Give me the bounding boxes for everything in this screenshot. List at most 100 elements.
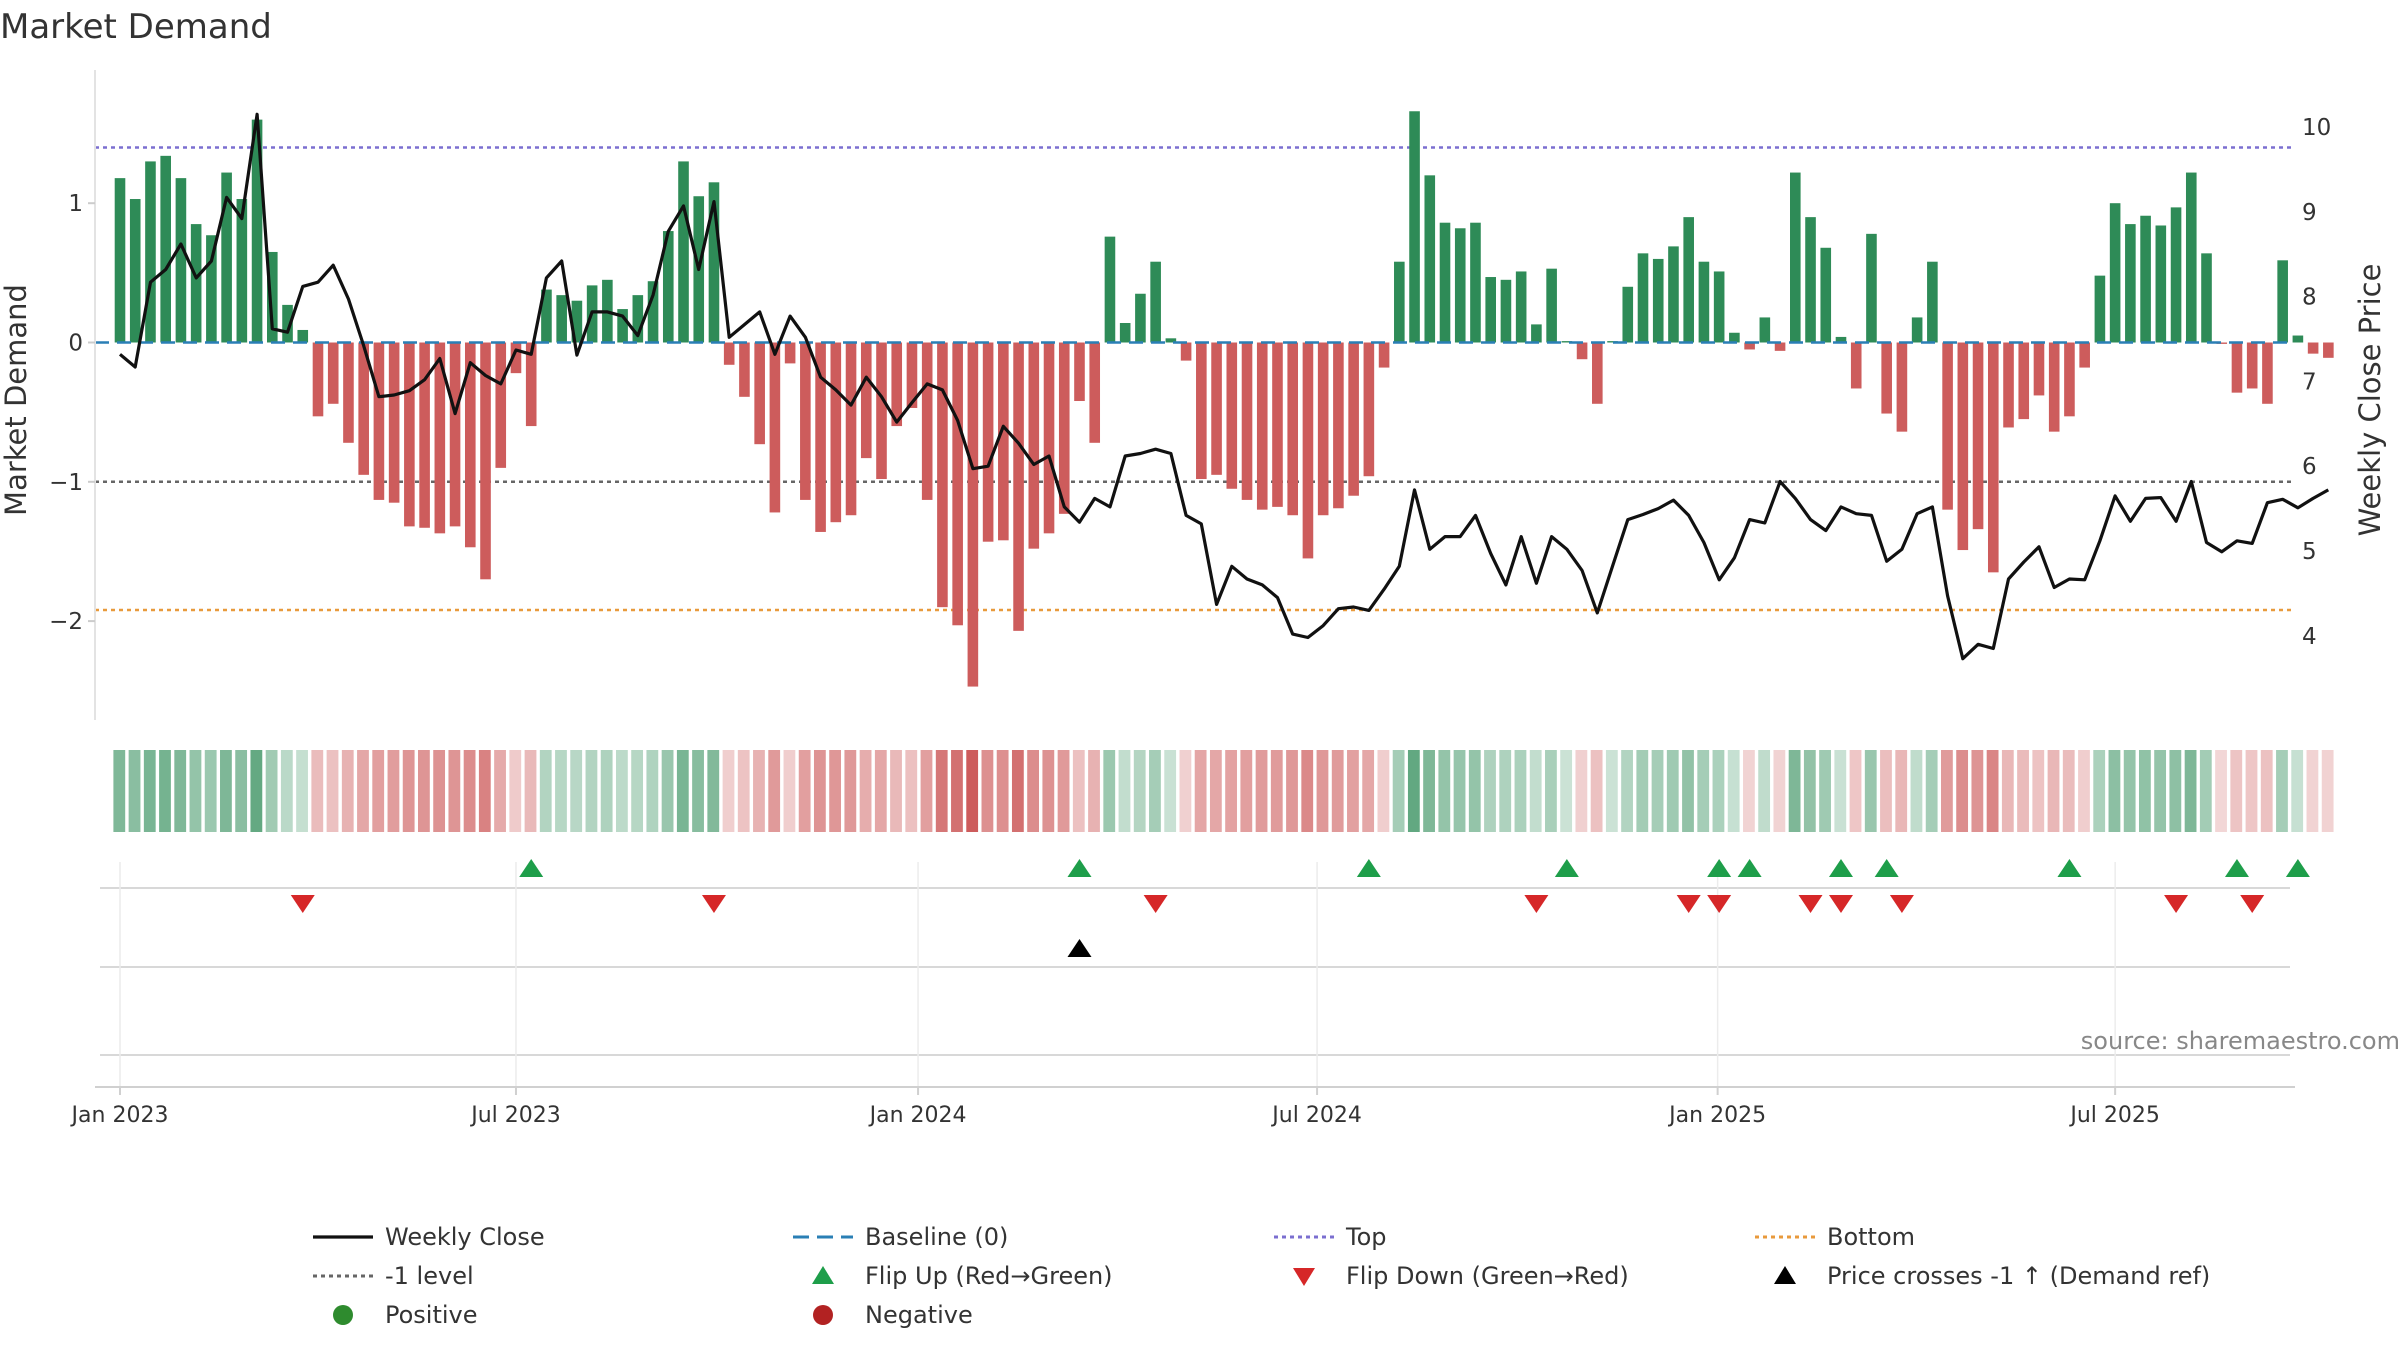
flip-down-marker	[1524, 895, 1549, 913]
heat-strip-cell	[2001, 750, 2014, 832]
demand-bar	[1850, 342, 1862, 389]
heat-strip-cell	[2108, 750, 2121, 832]
demand-bar	[1439, 222, 1451, 343]
heat-strip-cell	[829, 750, 842, 832]
heat-strip-cell	[235, 750, 248, 832]
heat-strip-cell	[2260, 750, 2273, 832]
heat-strip-cell	[1072, 750, 1085, 832]
x-tick-label: Jul 2023	[469, 1103, 561, 1128]
heat-strip-cell	[509, 750, 522, 832]
demand-bar	[1211, 342, 1222, 475]
heat-strip-cell	[128, 750, 141, 832]
flip-down-marker	[1889, 895, 1914, 913]
heat-strip-cell	[478, 750, 491, 832]
demand-heat-strip	[113, 750, 2334, 832]
legend-swatch	[1293, 1268, 1315, 1286]
demand-bar	[1089, 342, 1101, 443]
demand-bar	[373, 342, 385, 500]
demand-bar	[1607, 341, 1618, 343]
legend-label: Flip Up (Red→Green)	[865, 1262, 1113, 1290]
heat-strip-cell	[692, 750, 704, 832]
flip-up-marker	[1554, 859, 1579, 877]
demand-bar	[190, 224, 202, 343]
demand-bar	[876, 342, 887, 480]
demand-bar	[2246, 342, 2258, 389]
flip-up-marker	[2057, 859, 2082, 877]
heat-strip-cell	[326, 750, 339, 832]
heat-strip-cell	[1819, 750, 1831, 832]
demand-bar	[1180, 342, 1192, 361]
heat-strip-cell	[418, 750, 430, 832]
heat-strip-cell	[1895, 750, 1908, 832]
flip-up-marker	[1707, 859, 1732, 877]
demand-bar	[662, 231, 674, 343]
heat-strip-cell	[1453, 750, 1466, 832]
flip-down-marker	[290, 895, 315, 913]
demand-bar	[1272, 342, 1283, 507]
heat-strip-cell	[1758, 750, 1771, 832]
demand-bar	[404, 342, 415, 527]
demand-bar	[1135, 293, 1146, 343]
heat-strip-cell	[1011, 750, 1024, 832]
heat-strip-cell	[798, 750, 811, 832]
heat-strip-cell	[1286, 750, 1298, 832]
heat-strip-cell	[1682, 750, 1694, 832]
demand-bar	[1165, 338, 1177, 343]
demand-bar	[358, 342, 369, 475]
y-tick-label: 1	[68, 191, 83, 217]
heat-strip-cell	[951, 750, 963, 832]
demand-bar	[1500, 279, 1512, 343]
heat-strip-cell	[1088, 750, 1100, 832]
legend-label: Weekly Close	[385, 1223, 545, 1251]
heat-strip-cell	[753, 750, 765, 832]
heat-strip-cell	[1651, 750, 1664, 832]
heat-strip-cell	[1149, 750, 1161, 832]
heat-strip-cell	[159, 750, 171, 832]
heat-strip-cell	[1849, 750, 1862, 832]
heat-strip-cell	[463, 750, 476, 832]
demand-bar	[388, 342, 400, 503]
demand-bar	[327, 342, 339, 404]
demand-bar	[1774, 342, 1786, 351]
heat-strip-cell	[1575, 750, 1588, 832]
heat-strip-cell	[2093, 750, 2106, 832]
heat-strip-cell	[1514, 750, 1527, 832]
reference-lines	[95, 146, 2295, 612]
demand-bar	[1561, 341, 1573, 343]
y-axis-label-left: Market Demand	[0, 284, 33, 516]
demand-bar	[632, 295, 644, 343]
demand-bar	[2094, 275, 2106, 343]
x-tick-label: Jul 2024	[1270, 1103, 1362, 1128]
flip-up-marker	[2224, 859, 2249, 877]
heat-strip-cell	[2138, 750, 2151, 832]
heat-strip-cell	[631, 750, 644, 832]
flip-down-marker	[1828, 895, 1853, 913]
demand-bar	[160, 155, 171, 343]
y-right-tick-label: 5	[2302, 539, 2317, 565]
y-tick-label: −2	[49, 609, 83, 635]
heat-strip-cell	[2215, 750, 2227, 832]
heat-strip-cell	[874, 750, 887, 832]
heat-strip-cell	[661, 750, 674, 832]
heat-strip-cell	[1743, 750, 1755, 832]
heat-strip-cell	[783, 750, 796, 832]
demand-bar	[1409, 111, 1420, 343]
demand-bar	[2064, 342, 2075, 417]
heat-strip-cell	[1347, 750, 1359, 832]
demand-bar	[2033, 342, 2045, 396]
demand-bar	[1911, 317, 1923, 343]
demand-bar	[1485, 277, 1496, 343]
y-right-tick-label: 8	[2302, 285, 2317, 311]
demand-bar	[556, 295, 567, 343]
demand-bar	[221, 172, 232, 343]
signal-markers	[100, 859, 2310, 1087]
heat-strip-cell	[2321, 750, 2334, 832]
heat-strip-cell	[1316, 750, 1329, 832]
heat-strip-cell	[737, 750, 750, 832]
demand-bar	[2185, 172, 2197, 343]
demand-bar	[2216, 342, 2228, 344]
demand-bar	[1759, 317, 1771, 343]
heat-strip-cell	[2184, 750, 2197, 832]
heat-strip-cell	[2123, 750, 2136, 832]
x-tick-label: Jul 2025	[2068, 1103, 2160, 1128]
